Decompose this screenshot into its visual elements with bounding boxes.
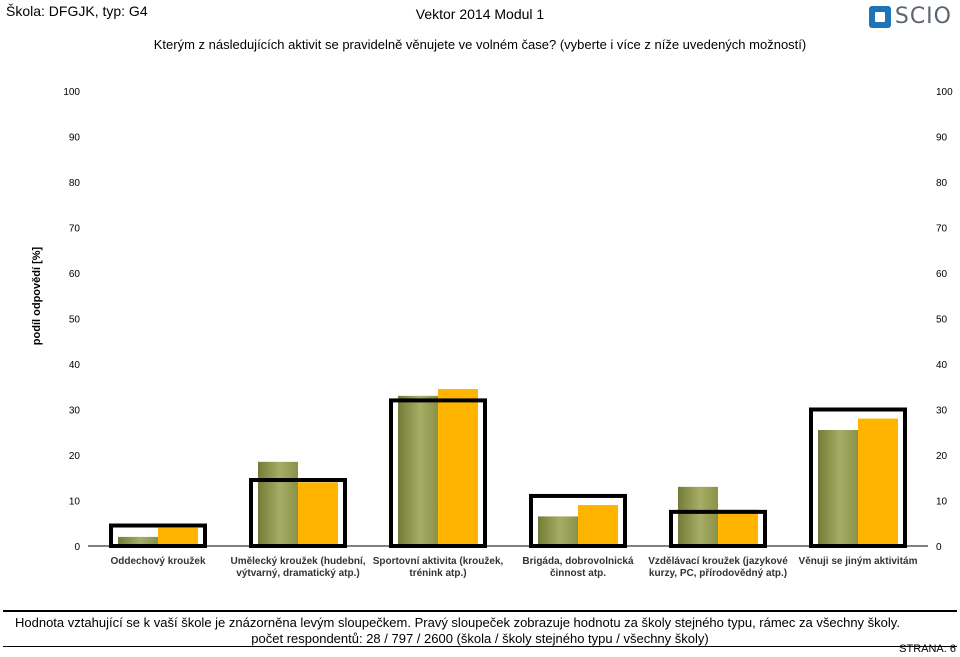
bar-school xyxy=(398,395,438,546)
y-tick-label-left: 30 xyxy=(69,406,81,417)
respondent-count: počet respondentů: 28 / 797 / 2600 (škol… xyxy=(251,631,709,646)
y-tick-label-right: 100 xyxy=(936,87,953,98)
bar-school xyxy=(678,486,718,546)
bar-same-type xyxy=(298,482,338,546)
bar-same-type xyxy=(158,527,198,546)
bar-school xyxy=(258,461,298,546)
category-label: trénink atp.) xyxy=(409,568,466,579)
chart-footer: Hodnota vztahující se k vaší škole je zn… xyxy=(3,610,957,647)
y-tick-label-right: 30 xyxy=(936,406,948,417)
scio-logo-icon xyxy=(868,5,891,28)
category-label: výtvarný, dramatický atp.) xyxy=(236,568,359,579)
category-label: Umělecký kroužek (hudební, xyxy=(230,556,365,567)
y-tick-label-left: 50 xyxy=(69,315,81,326)
bar-school xyxy=(538,516,578,546)
category-label: kurzy, PC, přírodovědný atp.) xyxy=(649,568,787,579)
category-label: Sportovní aktivita (kroužek, xyxy=(373,556,504,567)
y-tick-label-left: 70 xyxy=(69,224,81,235)
bar-same-type xyxy=(438,389,478,546)
category-label: činnost atp. xyxy=(550,568,606,579)
y-tick-label-right: 10 xyxy=(936,497,948,508)
y-tick-label-left: 80 xyxy=(69,178,81,189)
bar-chart: podíl odpovědí [%] 0 0 10 10 20 20 30 30 40 40 50 5… xyxy=(31,87,953,579)
y-tick-label-left: 10 xyxy=(69,497,81,508)
category-label: Brigáda, dobrovolnická xyxy=(522,556,634,567)
y-tick-label-right: 0 xyxy=(936,542,942,553)
bar-school xyxy=(818,429,858,546)
y-tick-label-right: 70 xyxy=(936,224,948,235)
report-title: Vektor 2014 Modul 1 xyxy=(415,6,545,22)
y-tick-label-right: 20 xyxy=(936,451,948,462)
y-tick-label-right: 90 xyxy=(936,133,948,144)
scio-logo-text: SCIO xyxy=(894,4,952,29)
category-label: Oddechový kroužek xyxy=(110,556,205,567)
y-tick-label-right: 50 xyxy=(936,315,948,326)
legend-note: Hodnota vztahující se k vaší škole je zn… xyxy=(15,615,900,630)
bar-same-type xyxy=(718,509,758,546)
school-label: Škola: DFGJK, typ: G4 xyxy=(6,3,148,19)
y-tick-label-left: 0 xyxy=(74,542,80,553)
y-tick-label-right: 80 xyxy=(936,178,948,189)
y-tick-label-left: 60 xyxy=(69,269,81,280)
bar-same-type xyxy=(578,505,618,546)
y-tick-label-right: 40 xyxy=(936,360,948,371)
question-text: Kterým z následujících aktivit se pravid… xyxy=(153,37,807,52)
page-number: STRANA: 6 xyxy=(899,643,956,655)
category-label: Věnuji se jiným aktivitám xyxy=(799,556,918,567)
y-tick-label-left: 20 xyxy=(69,451,81,462)
bar-same-type xyxy=(858,418,898,546)
y-tick-label-left: 100 xyxy=(63,87,80,98)
y-axis-label: podíl odpovědí [%] xyxy=(31,246,43,345)
y-tick-label-right: 60 xyxy=(936,269,948,280)
category-label: Vzdělávací kroužek (jazykové xyxy=(648,556,788,567)
y-tick-label-left: 40 xyxy=(69,360,81,371)
scio-logo: SCIO xyxy=(868,4,952,29)
y-tick-label-left: 90 xyxy=(69,133,81,144)
bar-school xyxy=(118,536,158,546)
